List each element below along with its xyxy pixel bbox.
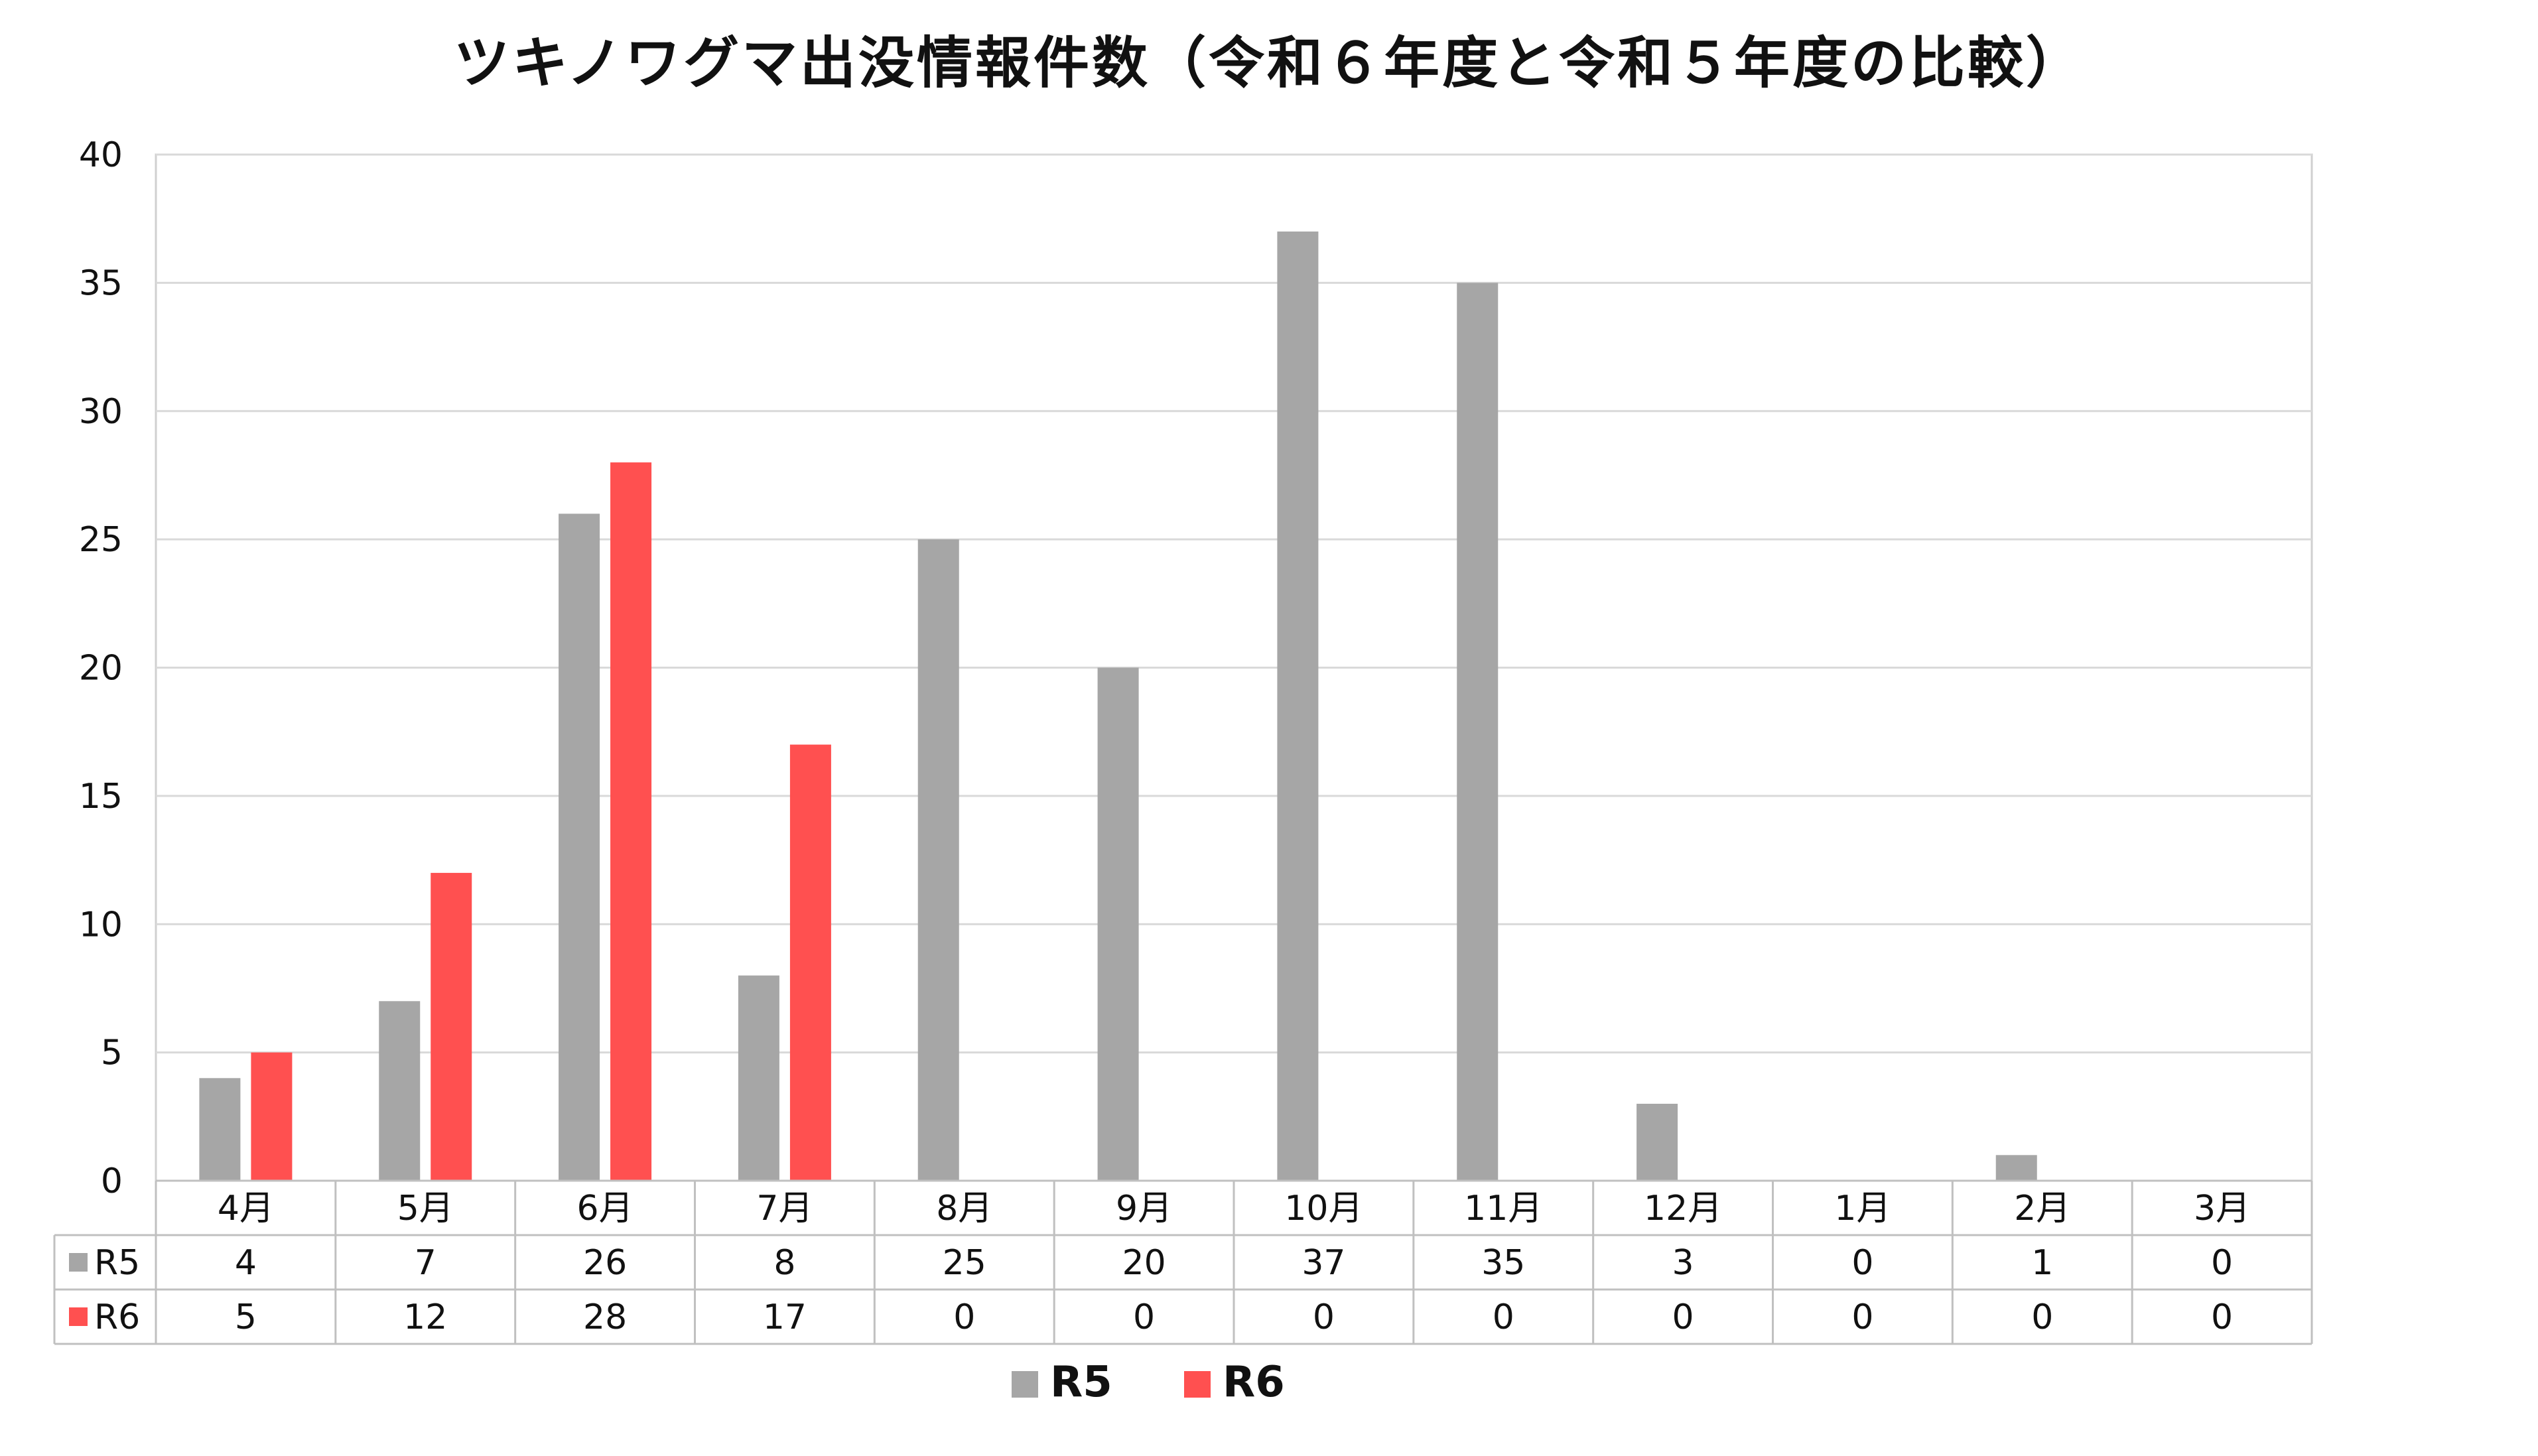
chart-title: ツキノワグマ出没情報件数（令和６年度と令和５年度の比較） <box>453 31 2085 96</box>
legend-key-r5 <box>1012 1371 1038 1398</box>
bar-series <box>199 232 2037 1181</box>
table-cell: 0 <box>1672 1297 1694 1337</box>
bar-r5-3 <box>738 975 779 1181</box>
legend-label: R6 <box>1223 1358 1285 1407</box>
table-cell: 0 <box>1313 1297 1335 1337</box>
table-cell: 28 <box>583 1297 627 1337</box>
table-cell: 3 <box>1672 1243 1694 1283</box>
bar-r6-2 <box>610 462 652 1181</box>
bar-r6-3 <box>789 744 831 1181</box>
table-cell: 20 <box>1122 1243 1166 1283</box>
bar-r5-5 <box>1097 667 1139 1181</box>
bar-r6-1 <box>431 872 472 1181</box>
table-cell: 4 <box>235 1243 257 1283</box>
y-tick-label: 0 <box>101 1161 123 1201</box>
table-cell: 0 <box>2031 1297 2053 1337</box>
table-cell: 26 <box>583 1243 627 1283</box>
table-cell: 12 <box>403 1297 447 1337</box>
x-tick-label: 5月 <box>397 1189 454 1228</box>
grid-lines <box>155 153 2313 1182</box>
table-cell: 37 <box>1302 1243 1345 1283</box>
table-cell: 1 <box>2031 1243 2053 1283</box>
y-tick-label: 40 <box>79 135 123 175</box>
y-tick-label: 30 <box>79 392 123 432</box>
y-tick-label: 10 <box>79 905 123 945</box>
x-tick-label: 3月 <box>2194 1189 2250 1228</box>
x-tick-label: 9月 <box>1116 1189 1172 1228</box>
table-cell: 0 <box>1133 1297 1155 1337</box>
legend-key-r6 <box>1184 1371 1211 1398</box>
table-legend-key <box>69 1253 88 1272</box>
bar-r5-6 <box>1277 232 1319 1181</box>
x-tick-label: 7月 <box>756 1189 813 1228</box>
table-cell: 0 <box>1493 1297 1514 1337</box>
table-cell: 0 <box>1851 1243 1873 1283</box>
bar-r5-10 <box>1995 1155 2037 1181</box>
table-cell: 17 <box>763 1297 807 1337</box>
bar-r5-8 <box>1636 1103 1678 1181</box>
y-tick-label: 5 <box>101 1033 123 1073</box>
bar-r5-1 <box>379 1001 421 1181</box>
bar-r6-0 <box>251 1052 293 1181</box>
table-cell: 8 <box>773 1243 795 1283</box>
bar-r5-7 <box>1457 283 1499 1181</box>
x-tick-label: 4月 <box>218 1189 274 1228</box>
y-tick-label: 15 <box>79 777 123 817</box>
table-legend-key <box>69 1307 88 1326</box>
x-tick-label: 6月 <box>577 1189 634 1228</box>
table-cell: 0 <box>1851 1297 1873 1337</box>
table-cell: 5 <box>235 1297 257 1337</box>
table-cell: 0 <box>2211 1243 2233 1283</box>
bar-r5-4 <box>917 539 959 1181</box>
table-cell: 25 <box>943 1243 986 1283</box>
table-series-name: R5 <box>94 1243 140 1283</box>
y-axis: 0 5 10 15 20 25 30 35 40 <box>79 135 123 1201</box>
x-tick-label: 1月 <box>1834 1189 1891 1228</box>
x-tick-label: 2月 <box>2014 1189 2070 1228</box>
y-tick-label: 20 <box>79 649 123 689</box>
x-tick-label: 12月 <box>1644 1189 1722 1228</box>
x-tick-label: 11月 <box>1464 1189 1542 1228</box>
x-tick-label: 8月 <box>936 1189 992 1228</box>
table-cell: 35 <box>1481 1243 1525 1283</box>
table-cell: 0 <box>2211 1297 2233 1337</box>
data-table: 4月 5月 6月 7月 8月 9月 10月 11月 12月 1月 2月 3月 R5 4 7 26 8 25 20 37… <box>53 1179 2313 1345</box>
table-cell: 7 <box>415 1243 436 1283</box>
x-tick-label: 10月 <box>1284 1189 1363 1228</box>
y-tick-label: 35 <box>79 263 123 303</box>
y-tick-label: 25 <box>79 520 123 560</box>
legend: R5 R6 <box>1012 1358 1285 1407</box>
legend-label: R5 <box>1050 1358 1112 1407</box>
bar-r5-0 <box>199 1078 241 1181</box>
table-cell: 0 <box>953 1297 975 1337</box>
bar-r5-2 <box>559 513 600 1181</box>
table-series-name: R6 <box>94 1297 140 1337</box>
